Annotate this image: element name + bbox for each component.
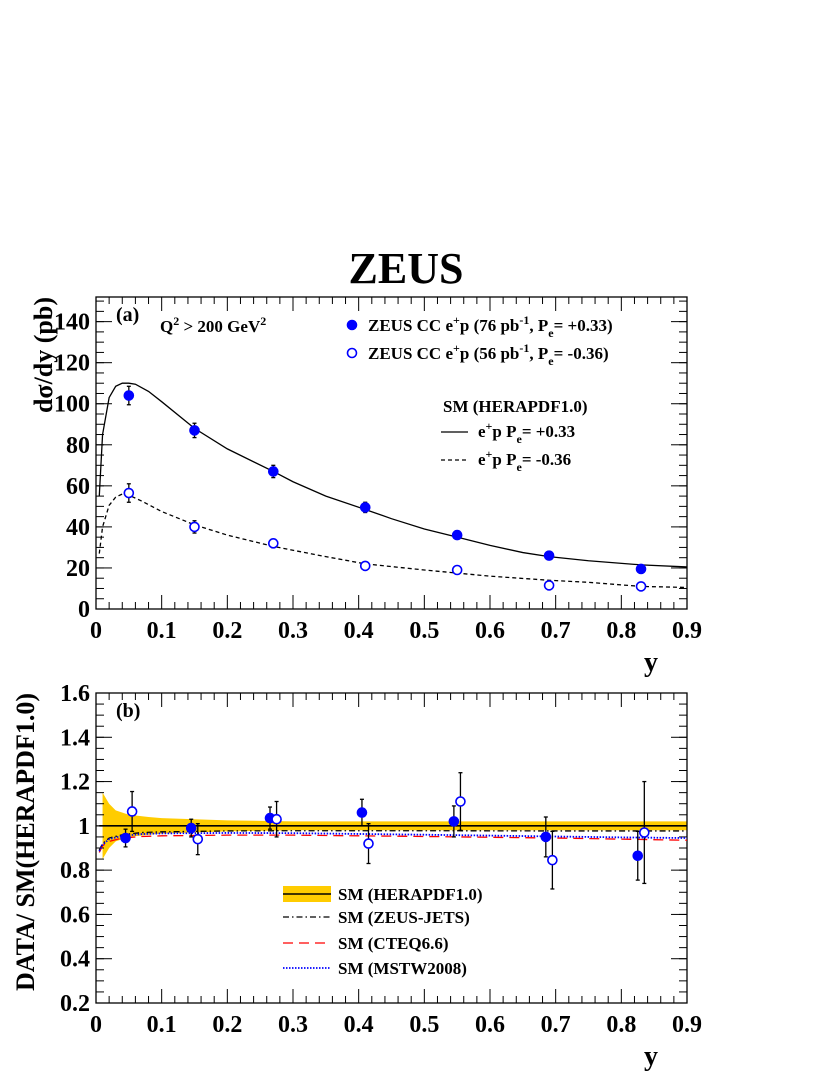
y-tick-label: 100	[54, 392, 90, 418]
y-tick-label: 0	[78, 597, 90, 623]
ratio-point-pos	[120, 832, 131, 844]
y-tick-label: 1	[78, 814, 90, 840]
y-axis-label: dσ/dy (pb)	[29, 297, 58, 413]
x-tick-label: 0.2	[212, 618, 242, 644]
y-tick-label: 1.6	[60, 681, 90, 707]
plot-frame	[95, 692, 688, 1004]
y-tick-label: 80	[66, 433, 90, 459]
y-axis-label: DATA/ SM(HERAPDF1.0)	[11, 693, 40, 991]
x-tick-label: 0	[90, 618, 102, 644]
ratio-point-neg	[363, 838, 374, 849]
legend-data-neg: ZEUS CC e+p (56 pb-1, Pe= -0.36)	[368, 341, 609, 368]
legend-cteq: SM (CTEQ6.6)	[338, 934, 449, 953]
ratio-point-neg	[547, 854, 558, 866]
data-point-pos	[451, 529, 463, 541]
x-tick-label: 0.8	[606, 618, 636, 644]
legend-marker-pos	[346, 319, 358, 331]
x-tick-label: 0.4	[344, 618, 374, 644]
ratio-point-neg	[271, 813, 282, 825]
data-point-pos	[635, 563, 647, 575]
x-tick-label: 0	[90, 1012, 102, 1038]
legend-sm-header: SM (HERAPDF1.0)	[443, 397, 587, 416]
data-point-pos	[123, 390, 135, 401]
curves-a	[98, 382, 687, 589]
x-axis-label: y	[644, 1041, 658, 1072]
data-point-neg	[123, 487, 135, 499]
y-tick-label: 60	[66, 474, 90, 500]
y-tick-label: 20	[66, 556, 90, 582]
ratio-point-neg	[126, 806, 138, 817]
sm-mstw-curve	[98, 832, 687, 852]
x-tick-label: 0.6	[475, 1012, 505, 1038]
panel-a: 0 0.1 0.2 0.3 0.4 0.5 0.6 0.7 0.8 0.9 0 20 40 60 80 100…	[29, 296, 702, 678]
x-tick-label: 0.5	[409, 1012, 439, 1038]
ratio-point-neg	[192, 833, 204, 845]
x-tick-label: 0.2	[212, 1012, 242, 1038]
data-point-pos	[543, 550, 555, 561]
ratio-point-pos	[632, 850, 644, 862]
legend-zeusjets: SM (ZEUS-JETS)	[338, 908, 470, 927]
x-axis-label: y	[644, 647, 658, 678]
legend-herapdf: SM (HERAPDF1.0)	[338, 885, 482, 904]
y-tick-label: 1.2	[60, 770, 90, 796]
y-tick-label: 1.4	[60, 725, 90, 751]
data-point-neg	[635, 581, 647, 592]
x-tick-label: 0.3	[278, 618, 308, 644]
ratio-point-neg	[639, 827, 650, 838]
x-tick-label: 0.9	[672, 1012, 702, 1038]
ratio-point-pos	[185, 822, 197, 834]
panel-b: 0 0.1 0.2 0.3 0.4 0.5 0.6 0.7 0.8 0.9 0.2 0.4 0.6 0.8…	[11, 681, 702, 1072]
data-point-pos	[189, 425, 200, 436]
q2-annotation: Q2 > 200 GeV2	[160, 314, 266, 336]
figure-title: ZEUS	[349, 244, 464, 293]
panel-label: (b)	[116, 700, 140, 722]
legend-sm-pos: e+p Pe= +0.33	[478, 419, 575, 446]
y-tick-label: 120	[54, 351, 90, 377]
legend-sm-neg: e+p Pe= -0.36	[478, 447, 571, 474]
legend-mstw: SM (MSTW2008)	[338, 959, 467, 978]
data-point-neg	[189, 521, 200, 533]
plot-frame	[95, 296, 688, 610]
y-tick-label: 40	[66, 515, 90, 541]
x-tick-label: 0.7	[541, 1012, 571, 1038]
ratio-point-pos	[356, 807, 368, 818]
y-tick-label: 0.4	[60, 947, 90, 973]
data-point-neg	[359, 560, 371, 572]
x-tick-label: 0.1	[147, 618, 177, 644]
x-tick-label: 0.7	[541, 618, 571, 644]
x-tick-label: 0.9	[672, 618, 702, 644]
x-tick-label: 0.3	[278, 1012, 308, 1038]
data-point-neg	[543, 580, 555, 591]
x-tick-label: 0.5	[409, 618, 439, 644]
x-tick-label: 0.6	[475, 618, 505, 644]
legend-marker-neg	[346, 347, 358, 359]
sm-curve-pos	[98, 382, 687, 568]
x-tick-label: 0.4	[344, 1012, 374, 1038]
sm-curve-neg	[98, 493, 687, 589]
x-tick-label: 0.8	[606, 1012, 636, 1038]
data-point-pos	[267, 466, 279, 477]
data-point-neg	[451, 564, 463, 576]
panel-label: (a)	[116, 304, 139, 326]
ratio-point-neg	[455, 796, 466, 807]
sm-cteq-curve	[98, 834, 687, 853]
ratio-point-pos	[448, 816, 460, 827]
data-point-neg	[267, 538, 279, 549]
legend-data-pos: ZEUS CC e+p (76 pb-1, Pe= +0.33)	[368, 313, 613, 340]
y-tick-label: 140	[54, 310, 90, 336]
sm-zeusjets-curve	[98, 830, 687, 851]
data-point-pos	[359, 502, 371, 513]
y-tick-label: 0.8	[60, 858, 90, 884]
y-tick-label: 0.2	[60, 991, 90, 1017]
ratio-point-pos	[540, 831, 552, 843]
x-tick-label: 0.1	[147, 1012, 177, 1038]
y-tick-label: 0.6	[60, 902, 90, 928]
